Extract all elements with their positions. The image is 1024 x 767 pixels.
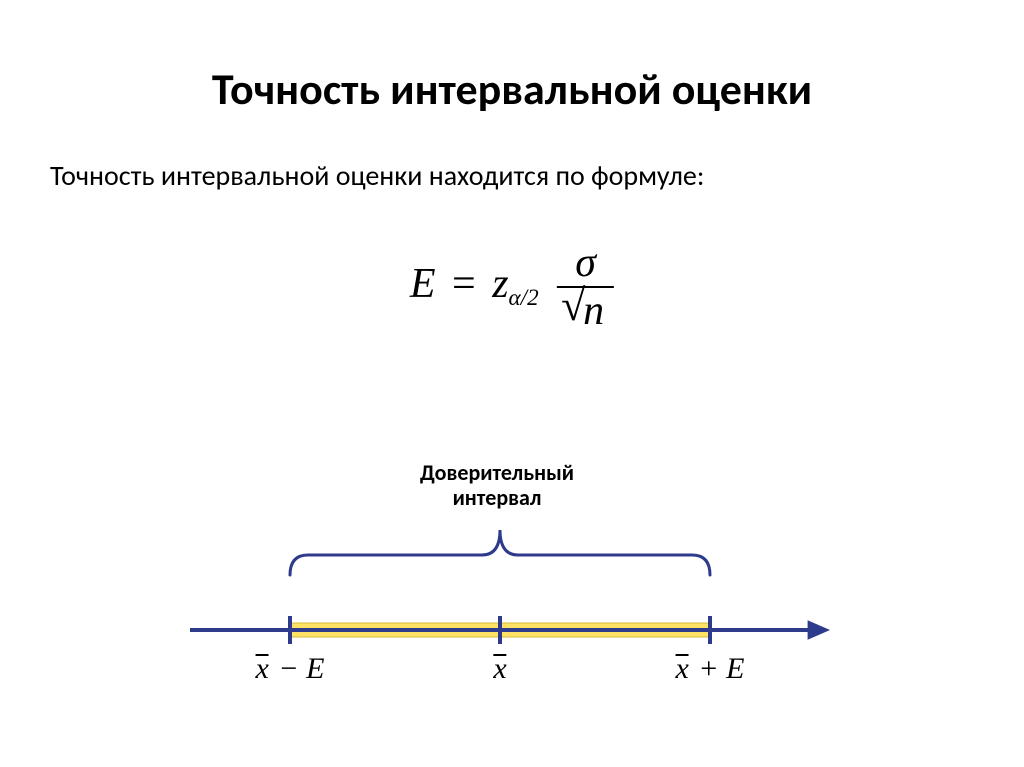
page-title: Точность интервальной оценки — [0, 0, 1024, 116]
formula-denominator: √ n — [557, 288, 614, 334]
confidence-interval-diagram: Доверительный интервал x − Exx + E — [190, 460, 840, 710]
margin-of-error-formula: E = zα/2 σ √ n — [410, 240, 614, 334]
formula-fraction: σ √ n — [557, 240, 614, 334]
radical-icon: √ — [561, 282, 585, 331]
subtitle-text: Точность интервальной оценки находится п… — [0, 116, 1024, 193]
tick-label-1: x — [493, 652, 506, 686]
formula-z-subscript: α/2 — [509, 284, 539, 310]
formula-z: z — [492, 261, 508, 307]
tick-label-0: x − E — [256, 652, 325, 686]
formula-equals: = — [452, 261, 476, 307]
tick-label-2: x + E — [676, 652, 745, 686]
formula-lhs: E — [410, 261, 436, 307]
formula-sqrt: √ n — [563, 288, 608, 334]
